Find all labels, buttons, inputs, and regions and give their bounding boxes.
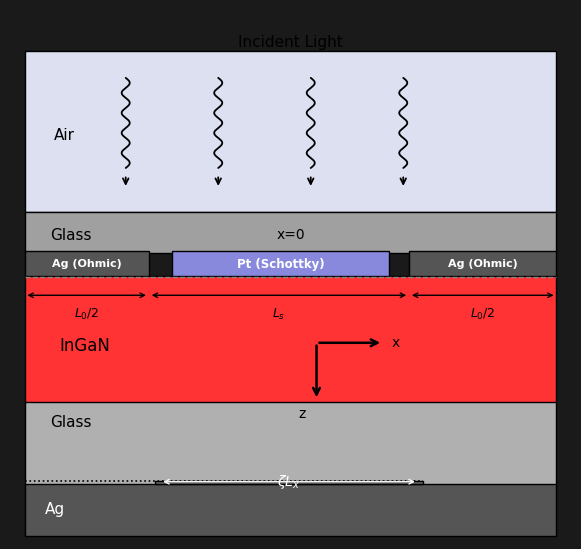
Text: Air: Air xyxy=(53,128,74,143)
Text: Ag (Ohmic): Ag (Ohmic) xyxy=(52,259,121,269)
Text: Ag (Ohmic): Ag (Ohmic) xyxy=(448,259,518,269)
Text: Glass: Glass xyxy=(51,228,92,243)
Text: $\zeta L_x$: $\zeta L_x$ xyxy=(278,473,300,491)
Bar xyxy=(24,212,557,253)
Bar xyxy=(172,251,389,277)
Text: x: x xyxy=(392,336,400,350)
Text: Pt (Schottky): Pt (Schottky) xyxy=(236,257,324,271)
Bar xyxy=(24,276,557,403)
Bar xyxy=(155,481,424,484)
Bar xyxy=(24,484,557,536)
Text: InGaN: InGaN xyxy=(59,337,110,355)
Text: Ag: Ag xyxy=(45,502,65,517)
Bar xyxy=(409,251,557,277)
Text: $L_0/2$: $L_0/2$ xyxy=(74,307,99,322)
Bar xyxy=(24,51,557,212)
Text: $L_0/2$: $L_0/2$ xyxy=(470,307,496,322)
Text: Incident Light: Incident Light xyxy=(238,35,343,50)
Text: z: z xyxy=(299,407,306,421)
Bar xyxy=(24,402,557,485)
Text: Glass: Glass xyxy=(51,415,92,430)
Text: $L_s$: $L_s$ xyxy=(272,307,286,322)
Text: x=0: x=0 xyxy=(276,228,305,242)
Bar xyxy=(24,251,149,277)
